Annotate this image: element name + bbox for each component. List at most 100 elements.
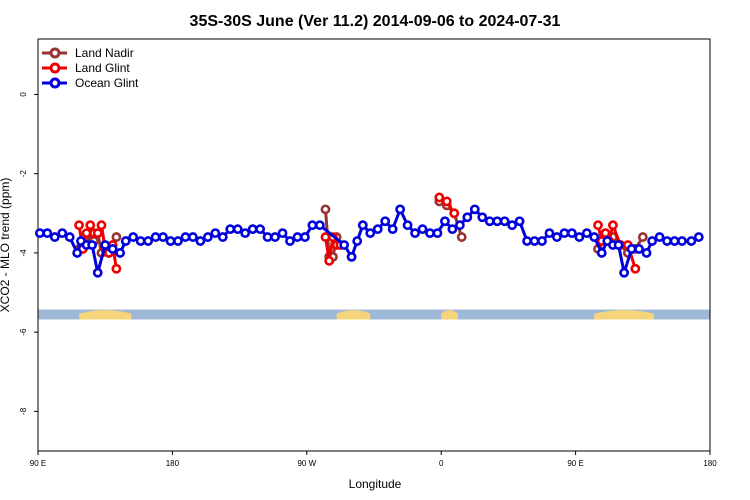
data-point [593,220,603,231]
x-tick-label: 180 [166,459,180,468]
data-point [662,236,672,246]
data-point [255,224,266,235]
data-point [365,228,376,239]
data-point [537,236,547,246]
data-point [507,220,518,231]
data-point [552,232,562,242]
data-point [195,236,206,246]
land-mass [336,310,371,320]
data-point [285,236,295,246]
data-point [180,232,191,242]
data-point [300,232,310,242]
data-point [544,228,555,239]
data-point [637,232,648,242]
data-point [686,236,697,246]
legend-marker-ocean-glint [49,77,61,89]
data-point [247,224,258,235]
data-point [434,192,445,203]
data-point [440,216,450,227]
data-point [96,220,107,231]
data-point [596,248,607,258]
data-point [314,220,325,231]
legend-label-land-glint: Land Glint [75,61,130,75]
data-point [217,232,228,242]
data-point [634,244,644,254]
data-point [74,220,84,231]
data-point [529,236,540,246]
data-point [346,251,357,262]
data-point [49,232,60,242]
legend-marker-land-glint [49,62,61,74]
plot-frame [37,38,711,452]
data-point [477,212,488,223]
data-point [173,236,183,246]
data-point [188,232,198,242]
data-point [277,228,288,239]
data-point [135,236,146,246]
y-tick-label: -6 [19,328,28,336]
data-point [339,240,350,250]
data-point [372,224,383,235]
data-point [72,248,83,258]
y-tick-label: -4 [19,249,28,257]
data-point [693,232,704,242]
data-point [87,240,98,250]
data-point [410,228,420,239]
chart-title: 35S-30S June (Ver 11.2) 2014-09-06 to 20… [190,13,561,30]
data-point [150,232,161,242]
data-point [499,216,510,227]
data-point [456,232,467,242]
data-point [454,220,465,231]
land-mass [79,310,132,320]
data-point [380,216,391,227]
data-point [210,228,221,239]
data-point [589,232,600,242]
x-tick-label: 90 W [297,459,316,468]
data-point [320,204,331,215]
data-point [387,224,398,235]
data-point [669,236,680,246]
y-tick-label: -2 [19,170,28,178]
land-ocean-strip [38,309,710,320]
x-axis-label: Longitude [349,477,402,491]
data-point [320,232,331,242]
data-point [92,267,103,278]
data-point [307,220,318,231]
data-point [469,204,480,215]
x-tick-label: 90 E [30,459,46,468]
data-point [225,224,236,235]
data-point [85,220,96,231]
data-point [425,228,435,239]
data-point [641,248,652,258]
data-point [581,228,592,239]
y-axis-label: XCO2 - MLO trend (ppm) [0,178,12,313]
y-tick-label: -8 [19,407,28,415]
data-point [262,232,273,242]
data-point [81,228,92,239]
data-point [111,263,122,274]
data-point [441,196,452,207]
data-point [514,216,525,227]
data-point [484,216,495,227]
data-point [559,228,570,239]
data-point [432,228,443,239]
data-point [232,224,243,235]
data-point [462,212,473,223]
data-point [492,216,503,227]
data-point [240,228,251,239]
data-point [352,236,363,246]
data-point [143,236,154,246]
legend: Land Nadir Land Glint Ocean Glint [42,46,139,90]
y-axis-ticks: 0 -2 -4 -6 -8 [19,92,38,415]
data-point [270,232,280,242]
x-tick-label: 90 E [567,459,583,468]
data-point [566,228,577,239]
data-point [202,232,213,242]
legend-label-ocean-glint: Ocean Glint [75,76,139,90]
series-ocean-glint [34,204,704,278]
legend-label-land-nadir: Land Nadir [75,46,134,60]
data-point [619,267,630,278]
data-point [677,236,687,246]
data-point [324,255,335,266]
